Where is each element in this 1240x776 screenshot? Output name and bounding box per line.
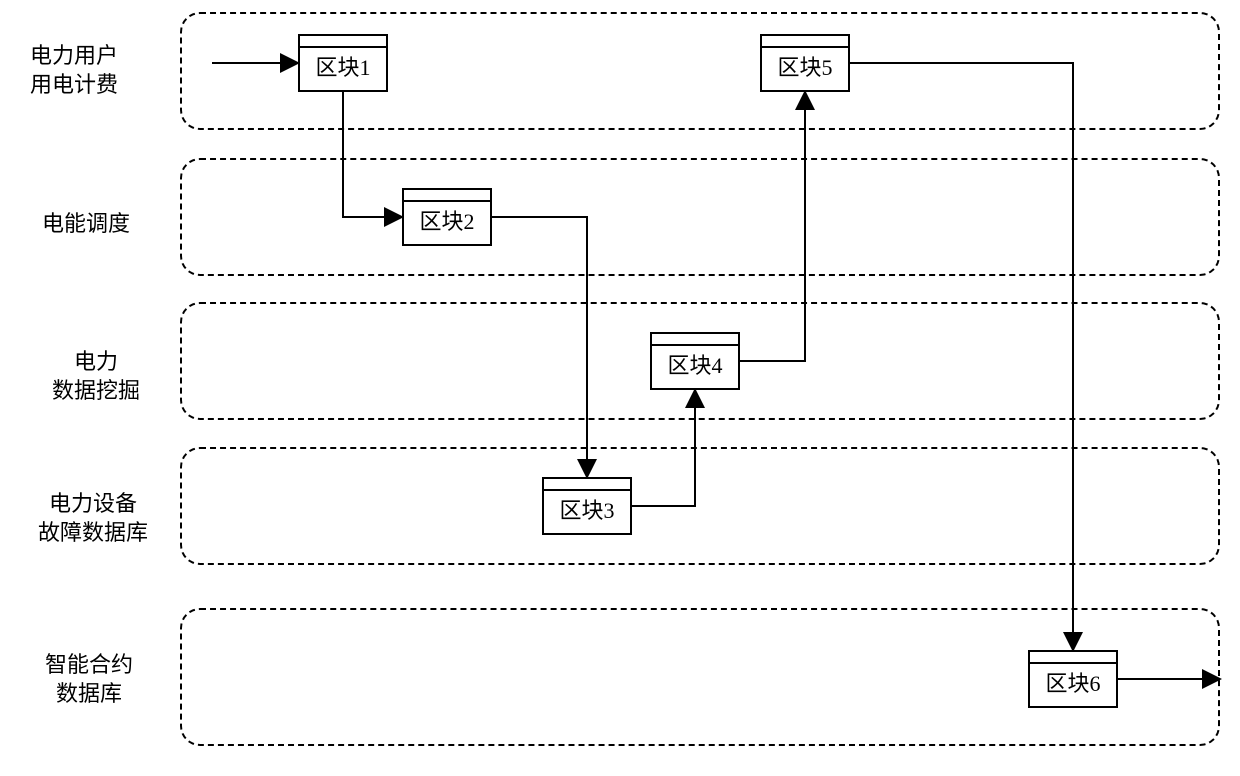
block-header-b6 xyxy=(1030,652,1116,664)
block-header-b1 xyxy=(300,36,386,48)
block-header-b3 xyxy=(544,479,630,491)
lane-lane4 xyxy=(180,447,1220,565)
block-label-b1: 区块1 xyxy=(315,50,370,82)
lane-label-lane2: 电能调度 xyxy=(42,210,130,239)
lane-lane2 xyxy=(180,158,1220,276)
lane-label-lane5: 智能合约 数据库 xyxy=(45,651,133,708)
lane-label-lane1: 电力用户 用电计费 xyxy=(30,42,118,99)
block-label-b3: 区块3 xyxy=(559,493,614,525)
block-b4: 区块4 xyxy=(650,332,740,390)
block-b3: 区块3 xyxy=(542,477,632,535)
block-label-b6: 区块6 xyxy=(1045,666,1100,698)
block-b1: 区块1 xyxy=(298,34,388,92)
lane-label-lane4: 电力设备 故障数据库 xyxy=(38,490,148,547)
block-label-b4: 区块4 xyxy=(667,348,722,380)
block-b6: 区块6 xyxy=(1028,650,1118,708)
block-header-b5 xyxy=(762,36,848,48)
block-b2: 区块2 xyxy=(402,188,492,246)
block-label-b2: 区块2 xyxy=(419,204,474,236)
block-header-b2 xyxy=(404,190,490,202)
block-b5: 区块5 xyxy=(760,34,850,92)
block-label-b5: 区块5 xyxy=(777,50,832,82)
lane-label-lane3: 电力 数据挖掘 xyxy=(52,348,140,405)
block-header-b4 xyxy=(652,334,738,346)
